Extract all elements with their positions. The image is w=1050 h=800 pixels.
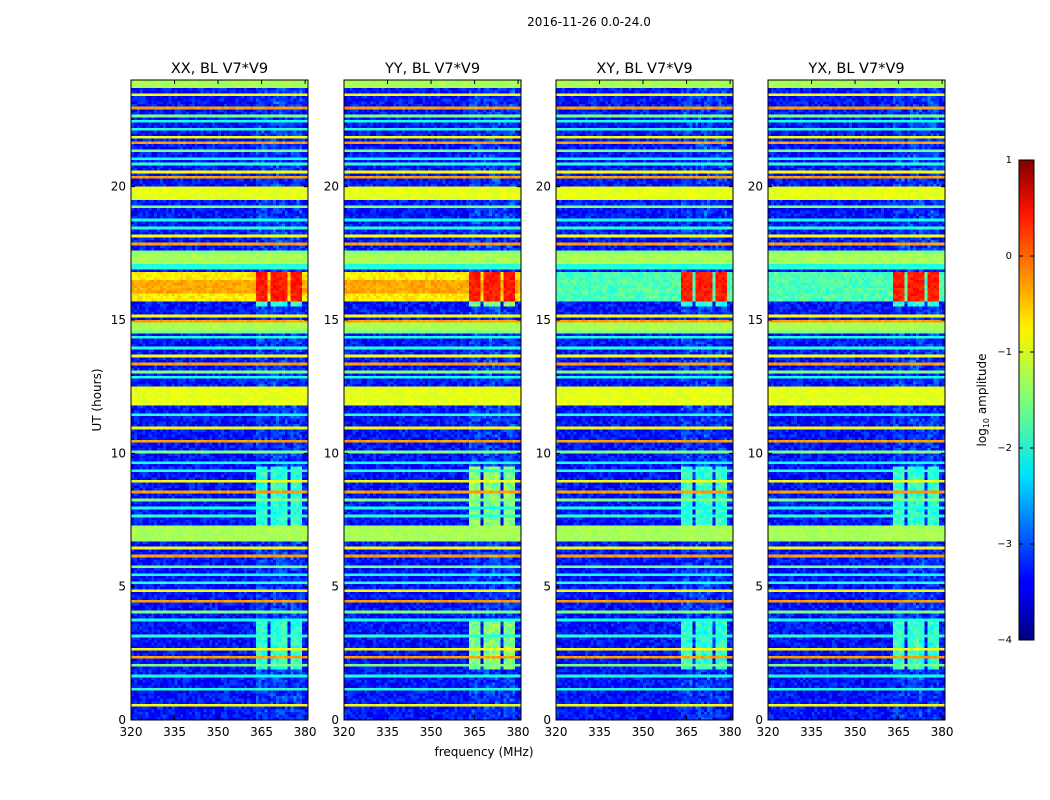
y-tick-label: 0 (331, 713, 339, 727)
x-tick-label: 365 (887, 725, 910, 739)
x-tick-label: 320 (333, 725, 356, 739)
y-tick-label: 10 (748, 446, 763, 460)
colorbar-tick-label: −4 (997, 635, 1012, 646)
y-tick-label: 15 (111, 313, 126, 327)
x-tick-label: 380 (931, 725, 954, 739)
y-tick-label: 5 (755, 580, 763, 594)
x-tick-label: 350 (207, 725, 230, 739)
axes-frame (130, 79, 309, 721)
x-tick-label: 365 (463, 725, 486, 739)
panel-title: XY, BL V7*V9 (596, 61, 692, 77)
panel-xy: XY, BL V7*V9 320 335 350 365 380 0 5 10 15 20 (536, 61, 742, 739)
panel-title: YY, BL V7*V9 (384, 61, 480, 77)
axes-frame (767, 79, 946, 721)
x-tick-label: 335 (376, 725, 399, 739)
y-axis-label: UT (hours) (90, 368, 104, 431)
colorbar-tick-label: −2 (997, 443, 1012, 454)
y-tick-label: 15 (748, 313, 763, 327)
y-tick-label: 0 (118, 713, 126, 727)
x-tick-label: 320 (757, 725, 780, 739)
panel-xx: XX, BL V7*V9 320 335 350 365 380 0 5 10 15 20 (111, 61, 317, 739)
colorbar: −4 −3 −2 −1 0 1 log10 amplitude (975, 155, 1035, 646)
axes-frame (555, 79, 734, 721)
y-tick-label: 20 (111, 180, 126, 194)
panel-title: XX, BL V7*V9 (171, 61, 268, 77)
y-tick-label: 15 (536, 313, 551, 327)
figure-title: 2016-11-26 0.0-24.0 (527, 15, 651, 29)
x-tick-label: 335 (588, 725, 611, 739)
y-tick-label: 20 (748, 180, 763, 194)
colorbar-tick-label: −1 (997, 347, 1012, 358)
x-tick-label: 320 (120, 725, 143, 739)
x-tick-label: 380 (294, 725, 317, 739)
y-tick-label: 0 (755, 713, 763, 727)
colorbar-tick-label: 1 (1006, 155, 1012, 166)
x-tick-label: 350 (420, 725, 443, 739)
axes-frame (343, 79, 522, 721)
heatmap-image (131, 80, 308, 720)
x-tick-label: 350 (632, 725, 655, 739)
panel-title: YX, BL V7*V9 (807, 61, 904, 77)
x-tick-label: 380 (507, 725, 530, 739)
x-tick-label: 335 (800, 725, 823, 739)
y-tick-label: 20 (536, 180, 551, 194)
y-tick-label: 10 (324, 446, 339, 460)
heatmap-image (344, 80, 521, 720)
x-tick-label: 350 (844, 725, 867, 739)
colorbar-label: log10 amplitude (975, 354, 991, 447)
x-axis-label: frequency (MHz) (434, 745, 533, 759)
x-tick-label: 320 (545, 725, 568, 739)
y-tick-label: 5 (118, 580, 126, 594)
y-tick-label: 10 (536, 446, 551, 460)
y-tick-label: 5 (331, 580, 339, 594)
y-tick-label: 10 (111, 446, 126, 460)
heatmap-image (556, 80, 733, 720)
y-tick-label: 0 (543, 713, 551, 727)
heatmap-image (768, 80, 945, 720)
colorbar-tick-label: −3 (997, 539, 1012, 550)
x-tick-label: 365 (250, 725, 273, 739)
y-tick-label: 15 (324, 313, 339, 327)
panel-yy: YY, BL V7*V9 320 335 350 365 380 0 5 10 15 20 (324, 61, 530, 739)
x-tick-label: 335 (163, 725, 186, 739)
x-tick-label: 380 (719, 725, 742, 739)
x-tick-label: 365 (675, 725, 698, 739)
colorbar-tick-label: 0 (1006, 251, 1012, 262)
y-tick-label: 20 (324, 180, 339, 194)
colorbar-gradient (1018, 159, 1035, 641)
y-tick-label: 5 (543, 580, 551, 594)
panel-yx: YX, BL V7*V9 320 335 350 365 380 0 5 10 15 20 (748, 61, 954, 739)
